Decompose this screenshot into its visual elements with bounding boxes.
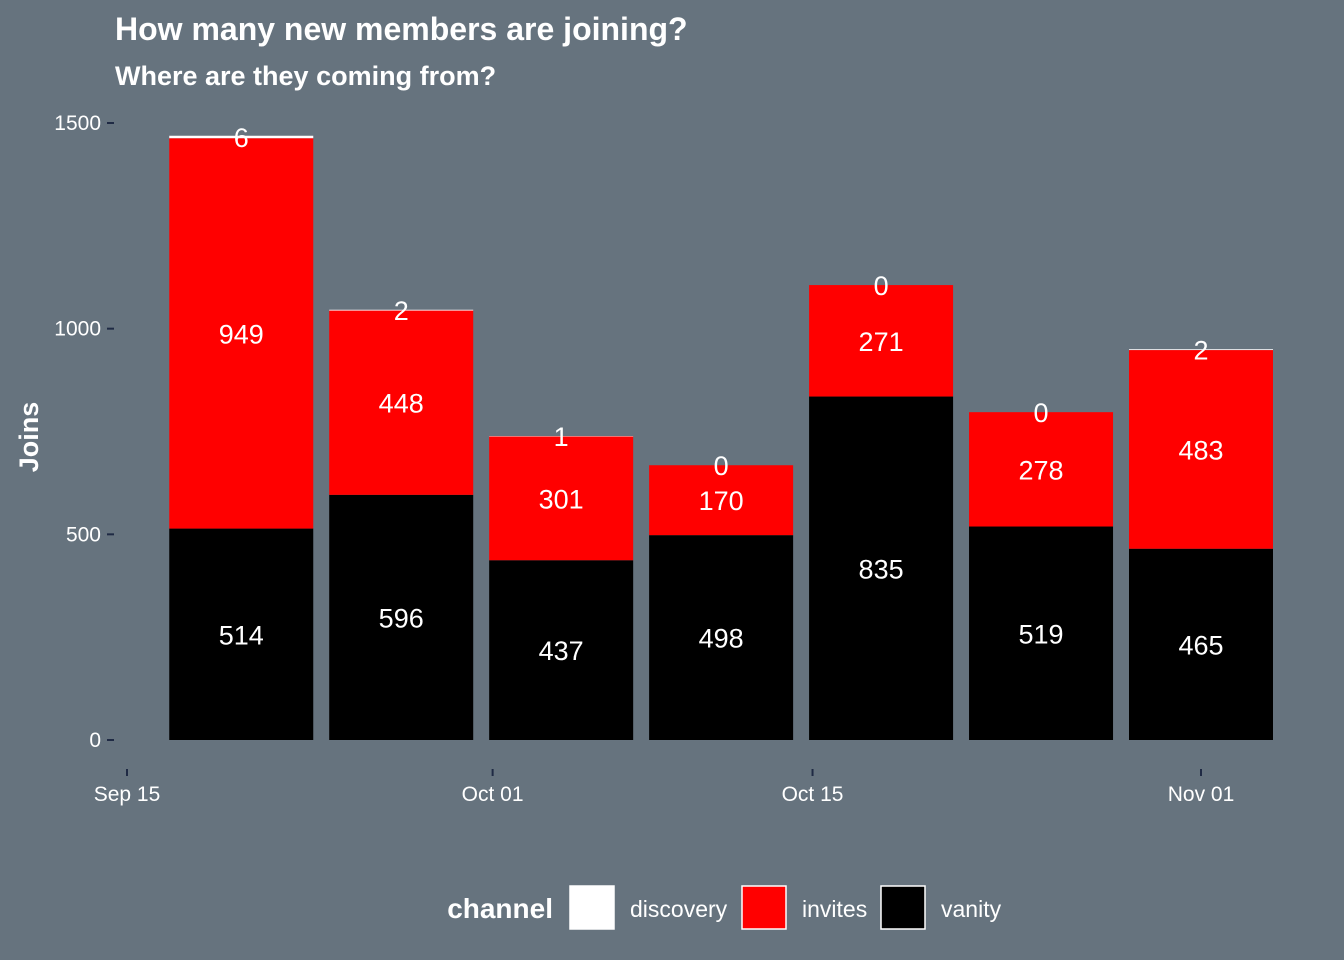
chart-title: How many new members are joining?: [115, 11, 688, 47]
y-tick-label: 0: [89, 729, 101, 752]
legend: channel discovery invites vanity: [447, 885, 1002, 930]
bar-vanity: [969, 526, 1114, 740]
bar-label-discovery: 0: [714, 451, 729, 481]
legend-key-vanity: [880, 885, 926, 930]
bar-label-vanity: 437: [539, 636, 584, 666]
bar-vanity: [329, 494, 474, 740]
x-tick-label: Oct 15: [782, 783, 844, 806]
bar-label-discovery: 1: [554, 422, 569, 452]
x-tick-label: Sep 15: [94, 783, 161, 806]
bar-label-vanity: 835: [859, 554, 904, 584]
bar-label-vanity: 519: [1019, 619, 1064, 649]
bar-label-invites: 271: [859, 327, 904, 357]
bar-invites: [809, 285, 954, 397]
bar-invites: [169, 138, 314, 529]
legend-label-vanity: vanity: [941, 896, 1002, 922]
bar-label-vanity: 514: [219, 620, 264, 650]
bar-label-discovery: 0: [1034, 398, 1049, 428]
bar-labels: 514 949 6 596 448 2 437 301 1 498 170 0 835 271 0 519 27…: [219, 123, 1224, 666]
bar-label-invites: 170: [699, 486, 744, 516]
chart-subtitle: Where are they coming from?: [115, 61, 496, 91]
bar-label-discovery: 0: [874, 271, 889, 301]
y-axis-label: Joins: [14, 402, 44, 473]
x-tick-label: Nov 01: [1168, 783, 1235, 806]
bar-vanity: [489, 560, 634, 740]
bar-label-invites: 301: [539, 484, 584, 514]
bar-invites: [969, 412, 1114, 527]
bar-vanity: [1129, 548, 1273, 740]
bar-label-invites: 483: [1178, 435, 1223, 465]
bar-label-discovery: 2: [394, 296, 409, 326]
bar-invites: [649, 465, 794, 536]
bar-discovery: [329, 309, 474, 311]
bar-discovery: [1129, 349, 1273, 351]
bar-label-discovery: 2: [1193, 336, 1208, 366]
legend-title: channel: [447, 893, 553, 924]
bar-vanity: [809, 396, 954, 740]
bar-vanity: [649, 535, 794, 740]
y-tick-label: 1500: [54, 112, 101, 135]
bar-label-vanity: 498: [699, 624, 744, 654]
bar-invites: [489, 436, 634, 561]
bar-label-vanity: 465: [1178, 630, 1223, 660]
bar-invites: [1129, 350, 1273, 549]
bar-discovery: [169, 135, 314, 139]
bar-label-invites: 949: [219, 319, 264, 349]
bar-vanity: [169, 528, 314, 740]
legend-label-invites: invites: [802, 896, 867, 922]
legend-key-discovery: [569, 885, 615, 930]
bar-invites: [329, 310, 474, 495]
bar-label-vanity: 596: [379, 603, 424, 633]
bar-label-invites: 278: [1019, 455, 1064, 485]
y-axis: 0 500 1000 1500: [54, 112, 114, 752]
x-axis: Sep 15 Oct 01 Oct 15 Nov 01: [94, 769, 1235, 806]
bar-label-invites: 448: [379, 389, 424, 419]
y-tick-label: 500: [66, 523, 101, 546]
bars: [169, 135, 1273, 740]
legend-label-discovery: discovery: [630, 896, 728, 922]
y-tick-label: 1000: [54, 318, 101, 341]
x-tick-label: Oct 01: [462, 783, 524, 806]
legend-key-invites: [741, 885, 787, 930]
bar-label-discovery: 6: [234, 123, 249, 153]
